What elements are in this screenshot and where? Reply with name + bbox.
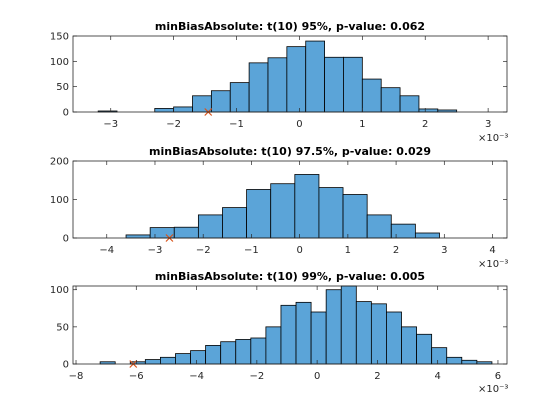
panel-2-bar-5 bbox=[222, 207, 248, 239]
panel-3-xtick-label-4: −2 bbox=[249, 371, 264, 382]
panel-3-xtick-label-5: 0 bbox=[314, 371, 320, 382]
histogram-panel-3: minBiasAbsolute: t(10) 99%, p-value: 0.0… bbox=[50, 270, 508, 395]
panel-2-ytick-label-2: 100 bbox=[50, 195, 69, 206]
panel-1-axes-box bbox=[72, 35, 508, 113]
panel-3-xtick-label-1: −8 bbox=[69, 371, 84, 382]
panel-1-bar-4 bbox=[154, 108, 175, 113]
panel-3-bar-17 bbox=[340, 285, 357, 365]
panel-1-xtick-label-5: 1 bbox=[359, 119, 365, 130]
panel-3-ytick-label-3: 100 bbox=[50, 285, 69, 296]
panel-2-bar-10 bbox=[342, 194, 368, 239]
panel-3-xtick-label-6: 2 bbox=[374, 371, 380, 382]
panel-1-ytick-label-2: 50 bbox=[56, 82, 69, 93]
panel-2-ytick-label-1: 0 bbox=[63, 234, 69, 245]
panel-1-xtick-label-3: −1 bbox=[229, 119, 244, 130]
panel-2-xtick-label-7: 2 bbox=[393, 245, 399, 256]
panel-2-x-exponent: ×10⁻³ bbox=[478, 259, 508, 270]
panel-3-bar-6 bbox=[175, 353, 191, 365]
panel-3-bar-9 bbox=[220, 341, 237, 365]
panel-1-bar-13 bbox=[324, 56, 344, 113]
panel-1-xtick-label-1: −3 bbox=[103, 119, 118, 130]
panel-1-bar-10 bbox=[267, 57, 288, 113]
panel-2-bar-7 bbox=[270, 183, 296, 239]
panel-2-bar-9 bbox=[318, 187, 344, 239]
panel-2-title: minBiasAbsolute: t(10) 97.5%, p-value: 0… bbox=[149, 145, 431, 158]
panel-1-bar-7 bbox=[210, 90, 231, 113]
panel-2-xtick-label-2: −3 bbox=[148, 245, 163, 256]
panel-1-ytick-label-1: 0 bbox=[63, 108, 69, 119]
panel-2-bar-1 bbox=[125, 234, 151, 239]
panel-1-bar-17 bbox=[399, 95, 420, 113]
panel-2-xtick-label-3: −2 bbox=[196, 245, 211, 256]
panel-3-x-exponent: ×10⁻³ bbox=[478, 384, 508, 395]
panel-3-bar-4 bbox=[144, 359, 161, 365]
panel-3-bar-20 bbox=[386, 311, 402, 365]
panel-3-bar-10 bbox=[235, 339, 252, 365]
panel-3-xtick-label-2: −6 bbox=[129, 371, 144, 382]
panel-3-bar-5 bbox=[160, 356, 176, 365]
panel-3-bar-12 bbox=[265, 326, 282, 365]
panel-2-bar-12 bbox=[390, 223, 416, 239]
panel-3-ytick-label-2: 50 bbox=[56, 322, 69, 333]
panel-2-bar-11 bbox=[366, 214, 392, 239]
panel-1-bar-6 bbox=[192, 95, 212, 113]
panel-1-xtick-label-4: 0 bbox=[296, 119, 302, 130]
panel-1-bar-15 bbox=[361, 78, 382, 113]
panel-3-bar-8 bbox=[205, 345, 222, 365]
panel-1-bar-11 bbox=[286, 46, 307, 113]
panel-2-xtick-label-1: −4 bbox=[99, 245, 114, 256]
panel-1-bar-5 bbox=[173, 106, 193, 113]
panel-1-title: minBiasAbsolute: t(10) 95%, p-value: 0.0… bbox=[155, 20, 425, 33]
panel-1-bar-12 bbox=[305, 40, 325, 113]
panel-2-xtick-label-6: 1 bbox=[345, 245, 351, 256]
panel-3-bar-15 bbox=[310, 311, 327, 365]
panel-1-bar-8 bbox=[229, 82, 250, 113]
panel-1-bar-14 bbox=[343, 56, 363, 113]
panel-1-xtick-label-6: 2 bbox=[422, 119, 428, 130]
histogram-panel-2: minBiasAbsolute: t(10) 97.5%, p-value: 0… bbox=[50, 145, 508, 270]
panel-3-title: minBiasAbsolute: t(10) 99%, p-value: 0.0… bbox=[155, 270, 425, 283]
panel-1-xtick-label-7: 3 bbox=[485, 119, 491, 130]
panel-2-xtick-label-8: 3 bbox=[441, 245, 447, 256]
panel-3-bar-24 bbox=[446, 356, 463, 365]
panel-3-bar-16 bbox=[325, 289, 342, 365]
panel-2-xtick-label-9: 4 bbox=[489, 245, 495, 256]
panel-2-xtick-label-5: 0 bbox=[296, 245, 302, 256]
panel-3-xtick-label-3: −4 bbox=[189, 371, 204, 382]
panel-1-x-exponent: ×10⁻³ bbox=[478, 133, 508, 144]
histogram-panel-1: minBiasAbsolute: t(10) 95%, p-value: 0.0… bbox=[50, 20, 508, 144]
panel-2-bar-6 bbox=[246, 189, 272, 239]
panel-3-bar-23 bbox=[431, 347, 448, 365]
panel-3-bar-21 bbox=[401, 326, 417, 365]
panel-1-ytick-label-4: 150 bbox=[50, 32, 69, 43]
panel-2-bar-3 bbox=[173, 226, 199, 239]
panel-3-bar-22 bbox=[416, 333, 433, 365]
panel-2-bar-13 bbox=[414, 232, 440, 239]
panel-1-bar-18 bbox=[418, 108, 439, 113]
panel-1-bar-16 bbox=[380, 87, 401, 113]
panel-3-bar-13 bbox=[280, 304, 297, 365]
panel-3-bar-18 bbox=[355, 301, 372, 365]
panel-3-bar-14 bbox=[295, 301, 312, 365]
panel-3-ytick-label-1: 0 bbox=[63, 360, 69, 371]
panel-3-xtick-label-8: 6 bbox=[495, 371, 501, 382]
panel-1-xtick-label-2: −2 bbox=[166, 119, 181, 130]
panel-2-xtick-label-4: −1 bbox=[244, 245, 259, 256]
panel-3-axes-box bbox=[72, 285, 508, 365]
panel-1-ytick-label-3: 100 bbox=[50, 57, 69, 68]
panel-2-bar-8 bbox=[294, 174, 320, 239]
panel-1-bar-9 bbox=[248, 62, 269, 113]
panel-2-ytick-label-3: 200 bbox=[50, 157, 69, 168]
panel-2-bar-4 bbox=[197, 214, 223, 239]
panel-3-bar-19 bbox=[370, 303, 387, 365]
panel-3-xtick-label-7: 4 bbox=[434, 371, 440, 382]
panel-3-bar-11 bbox=[250, 337, 267, 365]
panel-3-bar-25 bbox=[461, 359, 478, 365]
panel-3-bar-7 bbox=[190, 350, 207, 365]
